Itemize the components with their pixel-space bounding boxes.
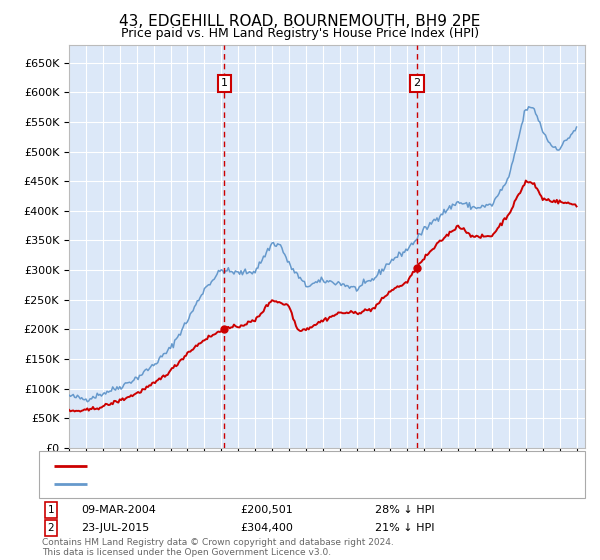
Text: HPI: Average price, detached house, Bournemouth Christchurch and Poole: HPI: Average price, detached house, Bour…	[93, 479, 481, 489]
Text: Price paid vs. HM Land Registry's House Price Index (HPI): Price paid vs. HM Land Registry's House …	[121, 27, 479, 40]
Text: 43, EDGEHILL ROAD, BOURNEMOUTH, BH9 2PE (detached house): 43, EDGEHILL ROAD, BOURNEMOUTH, BH9 2PE …	[93, 461, 433, 472]
Text: 09-MAR-2004: 09-MAR-2004	[81, 505, 156, 515]
Text: 21% ↓ HPI: 21% ↓ HPI	[375, 523, 434, 533]
Text: £200,501: £200,501	[240, 505, 293, 515]
Text: 23-JUL-2015: 23-JUL-2015	[81, 523, 149, 533]
Text: 43, EDGEHILL ROAD, BOURNEMOUTH, BH9 2PE: 43, EDGEHILL ROAD, BOURNEMOUTH, BH9 2PE	[119, 14, 481, 29]
Text: 28% ↓ HPI: 28% ↓ HPI	[375, 505, 434, 515]
Text: £304,400: £304,400	[240, 523, 293, 533]
Text: 1: 1	[47, 505, 55, 515]
Text: Contains HM Land Registry data © Crown copyright and database right 2024.
This d: Contains HM Land Registry data © Crown c…	[42, 538, 394, 557]
Text: 1: 1	[221, 78, 228, 88]
Text: 2: 2	[47, 523, 55, 533]
Text: 2: 2	[413, 78, 421, 88]
